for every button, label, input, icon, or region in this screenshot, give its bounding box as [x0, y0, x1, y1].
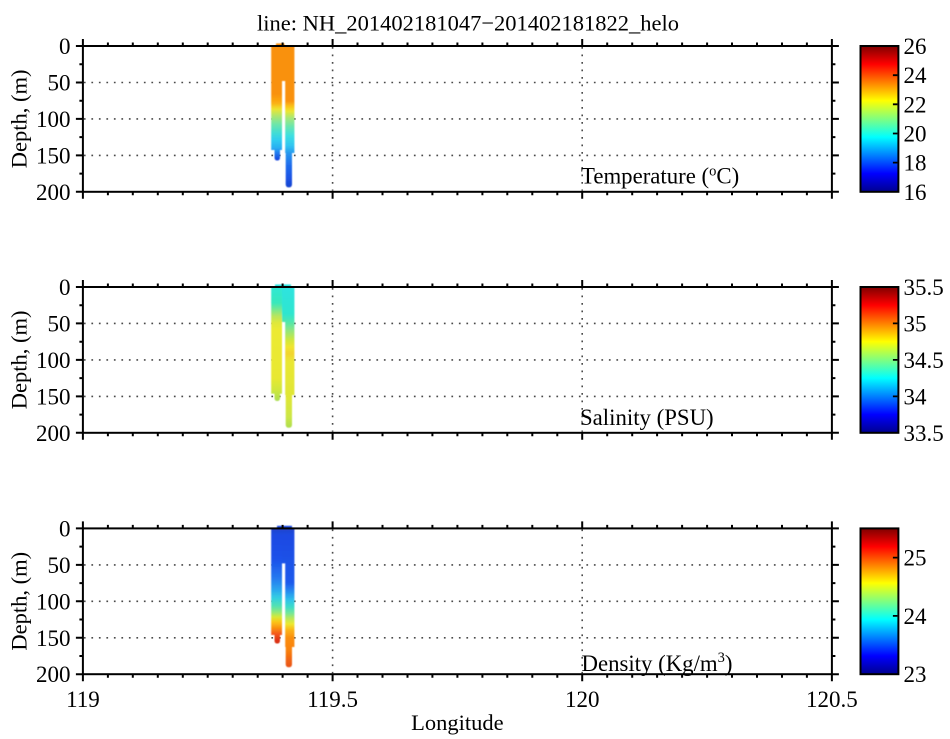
svg-text:150: 150 — [36, 384, 71, 409]
svg-text:Depth, (m): Depth, (m) — [7, 70, 32, 169]
svg-text:25: 25 — [904, 546, 927, 571]
svg-text:line: NH_201402181047−20140218: line: NH_201402181047−201402181822_helo — [257, 11, 679, 36]
svg-text:119: 119 — [66, 687, 100, 712]
svg-text:200: 200 — [36, 662, 71, 687]
svg-text:120: 120 — [565, 687, 600, 712]
svg-text:Depth, (m): Depth, (m) — [7, 311, 32, 410]
svg-text:119.5: 119.5 — [307, 687, 358, 712]
svg-text:150: 150 — [36, 626, 71, 651]
svg-text:22: 22 — [904, 92, 927, 117]
svg-text:0: 0 — [59, 275, 71, 300]
svg-text:26: 26 — [904, 34, 927, 59]
svg-text:23: 23 — [904, 662, 927, 687]
svg-text:18: 18 — [904, 151, 927, 176]
svg-text:0: 0 — [59, 516, 71, 541]
svg-text:0: 0 — [59, 34, 71, 59]
svg-text:100: 100 — [36, 107, 71, 132]
svg-text:35: 35 — [904, 311, 927, 336]
svg-text:50: 50 — [48, 311, 71, 336]
svg-text:200: 200 — [36, 421, 71, 446]
svg-text:16: 16 — [904, 180, 927, 205]
svg-text:34.5: 34.5 — [904, 348, 944, 373]
svg-text:120.5: 120.5 — [806, 687, 858, 712]
svg-text:Longitude: Longitude — [411, 710, 503, 735]
svg-text:20: 20 — [904, 122, 927, 147]
svg-text:34: 34 — [904, 384, 928, 409]
svg-text:Temperature (oC): Temperature (oC) — [581, 164, 739, 189]
svg-text:200: 200 — [36, 180, 71, 205]
svg-text:50: 50 — [48, 553, 71, 578]
svg-text:35.5: 35.5 — [904, 275, 944, 300]
svg-text:Depth, (m): Depth, (m) — [7, 552, 32, 651]
svg-text:24: 24 — [904, 63, 928, 88]
svg-text:33.5: 33.5 — [904, 421, 944, 446]
svg-text:100: 100 — [36, 348, 71, 373]
svg-text:Density (Kg/m3): Density (Kg/m3) — [582, 650, 733, 676]
svg-text:100: 100 — [36, 589, 71, 614]
svg-text:Salinity (PSU): Salinity (PSU) — [580, 405, 714, 430]
svg-text:24: 24 — [904, 604, 928, 629]
svg-text:150: 150 — [36, 143, 71, 168]
svg-text:50: 50 — [48, 71, 71, 96]
